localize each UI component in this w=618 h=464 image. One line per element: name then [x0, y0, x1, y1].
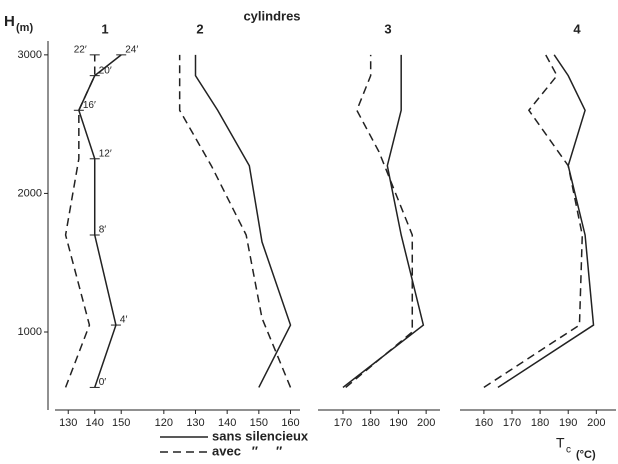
x-tick-label: 180 — [531, 417, 549, 429]
point-label: 24′ — [125, 44, 138, 55]
point-label: 16′ — [83, 100, 96, 111]
series-line — [342, 54, 425, 389]
series-line — [345, 54, 414, 388]
x-tick-label: 160 — [281, 417, 299, 429]
x-tick-label: 190 — [559, 417, 577, 429]
x-tick-label: 130 — [186, 417, 204, 429]
point-label: 8′ — [99, 225, 107, 236]
x-tick-label: 140 — [218, 417, 236, 429]
point-label: 0′ — [99, 377, 107, 388]
y-tick-label: 3000 — [18, 49, 42, 61]
x-tick-label: 160 — [475, 417, 493, 429]
x-axis-label-sub: c — [566, 445, 571, 456]
legend-label: avec ″ ″ — [212, 443, 282, 458]
panel-title: 4 — [573, 21, 581, 36]
point-label: 20′ — [99, 65, 112, 76]
series-line — [178, 54, 292, 388]
x-axis-label: T — [556, 435, 565, 451]
series-line — [64, 54, 96, 388]
panel-title: 2 — [196, 21, 203, 36]
panel-title: 3 — [384, 21, 391, 36]
y-tick-label: 2000 — [18, 187, 42, 199]
x-tick-label: 140 — [86, 417, 104, 429]
point-label: 4′ — [120, 315, 128, 326]
legend-label: sans silencieux — [212, 428, 309, 443]
x-tick-label: 190 — [389, 417, 407, 429]
x-tick-label: 200 — [417, 417, 435, 429]
x-tick-label: 120 — [155, 417, 173, 429]
series-line — [497, 54, 595, 389]
x-tick-label: 170 — [334, 417, 352, 429]
series-line — [194, 54, 292, 388]
x-tick-label: 200 — [587, 417, 605, 429]
point-label: 12′ — [99, 148, 112, 159]
x-tick-label: 170 — [503, 417, 521, 429]
x-tick-label: 150 — [112, 417, 130, 429]
x-tick-label: 150 — [250, 417, 268, 429]
y-tick-label: 1000 — [18, 326, 42, 338]
point-label: 22′ — [74, 44, 87, 55]
x-tick-label: 180 — [362, 417, 380, 429]
series-line — [483, 54, 584, 389]
y-axis-label: H — [4, 13, 15, 30]
x-tick-label: 130 — [59, 417, 77, 429]
y-axis-unit: (m) — [16, 22, 33, 34]
chart-title: cylindres — [243, 8, 300, 23]
x-axis-unit: (°C) — [576, 449, 596, 461]
panel-title: 1 — [101, 21, 108, 36]
